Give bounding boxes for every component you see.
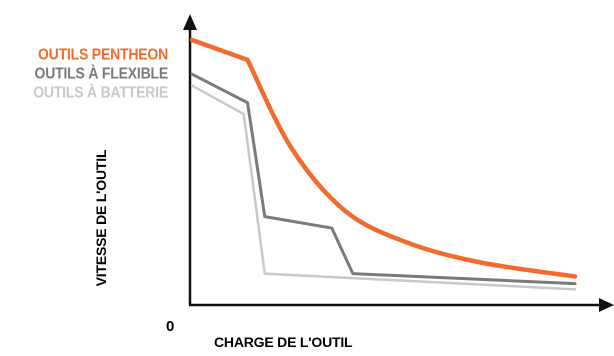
legend-item-flexible: OUTILS À FLEXIBLE: [34, 64, 169, 83]
series-line-batterie: [190, 84, 577, 291]
legend: OUTILS PENTHEON OUTILS À FLEXIBLE OUTILS…: [32, 44, 168, 101]
legend-item-batterie: OUTILS À BATTERIE: [33, 83, 168, 102]
y-axis-label: VITESSE DE L'OUTIL: [93, 149, 109, 287]
y-axis-arrowhead: [183, 14, 197, 30]
origin-label: 0: [166, 318, 175, 335]
series-layer: [189, 37, 578, 291]
x-axis-arrowhead: [599, 298, 614, 312]
series-line-pentheon: [189, 37, 578, 279]
series-line-flexible: [190, 72, 577, 286]
legend-item-pentheon: OUTILS PENTHEON: [37, 45, 168, 64]
x-axis-label: CHARGE DE L'OUTIL: [214, 334, 353, 350]
